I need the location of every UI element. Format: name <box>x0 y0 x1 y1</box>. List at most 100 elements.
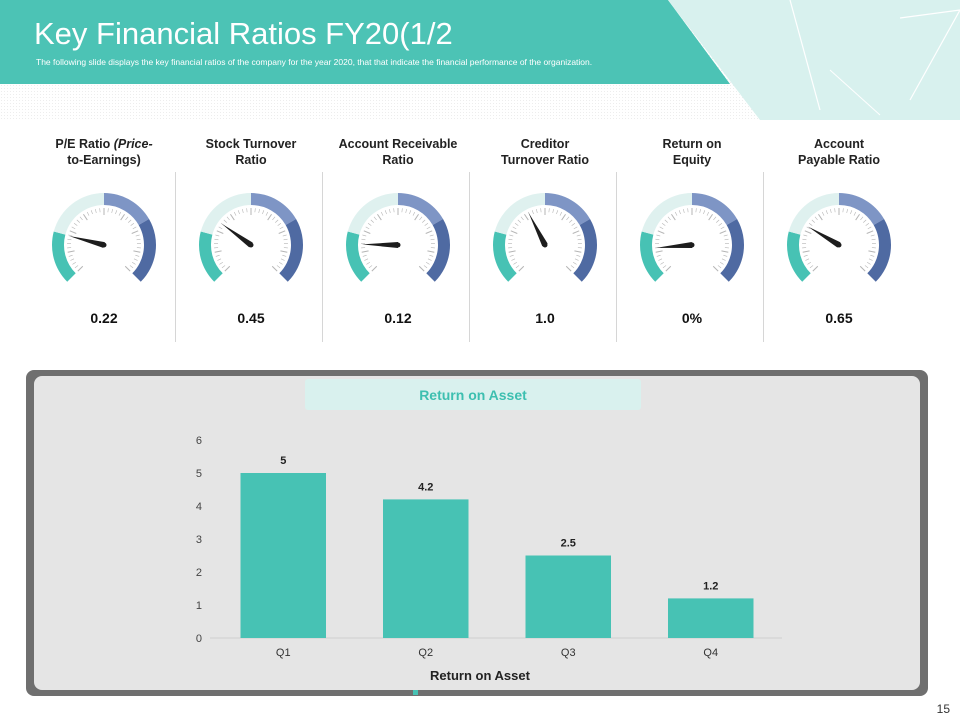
gauge-tick <box>870 234 875 237</box>
header-background <box>0 0 960 120</box>
gauges-row: P/E Ratio (Price-to-Earnings) 0.22 Stock T… <box>30 130 920 345</box>
gauge-label: Creditor Turnover Ratio <box>471 136 619 168</box>
gauge-tick <box>850 210 853 215</box>
gauge-tick <box>561 213 566 221</box>
gauge-tick <box>802 238 807 241</box>
gauge-divider <box>763 172 764 342</box>
gauge-label-line1: Creditor <box>520 137 570 151</box>
gauge-tick <box>68 234 73 237</box>
gauge-tick <box>572 261 577 265</box>
gauge-tick <box>864 265 869 269</box>
gauge-tick <box>802 250 810 253</box>
gauge-hub <box>542 242 548 248</box>
gauge-tick <box>510 230 518 234</box>
gauge-segment-high <box>692 193 738 225</box>
gauge-tick <box>656 234 661 237</box>
gauge-tick <box>571 223 576 226</box>
gauge-value: 0.65 <box>825 310 853 326</box>
gauge-needle <box>69 236 105 248</box>
gauge-tick <box>242 208 244 213</box>
gauge-tick <box>821 211 825 216</box>
gauge-needle <box>221 223 253 248</box>
gauge-tick <box>866 230 874 234</box>
gauge-tick <box>657 230 665 234</box>
gauge-tick <box>508 238 513 241</box>
gauge-segment-max <box>573 219 597 282</box>
gauge-tick <box>661 223 666 226</box>
gauge-tick <box>517 219 521 223</box>
gauge-segment-low <box>787 231 811 282</box>
gauge-tick <box>262 210 265 215</box>
gauge-dial <box>346 193 450 282</box>
gauge-label-line2: Payable Ratio <box>798 153 880 167</box>
gauge-tick <box>412 211 416 216</box>
gauge-tick <box>721 250 729 253</box>
gauge-dial <box>493 193 597 282</box>
gauge-tick <box>361 238 366 241</box>
gauge-tick <box>278 261 283 265</box>
gauge-tick <box>367 223 372 226</box>
gauge-tick <box>808 223 813 226</box>
gauge-tick <box>665 265 672 272</box>
gauge-label-line1: Return on <box>662 137 722 151</box>
gauge-tick <box>258 208 260 213</box>
gauge-segment-high <box>251 193 297 225</box>
gauge-tick <box>426 226 431 230</box>
gauge-3: Account Receivable Ratio 0.12 <box>324 130 472 345</box>
gauge-tick <box>389 208 391 213</box>
gauge-tick <box>658 258 663 261</box>
gauge-tick <box>280 250 288 253</box>
gauge-label-line2: Ratio <box>235 153 267 167</box>
gauge-segment-low <box>52 231 76 282</box>
gauge-tick <box>576 234 581 237</box>
gauge-divider <box>175 172 176 342</box>
gauge-tick <box>69 230 77 234</box>
gauge-tick <box>868 250 876 253</box>
gauge-tick <box>277 223 282 226</box>
gauge-segment-high <box>545 193 591 225</box>
gauge-tick <box>125 216 129 221</box>
gauge-tick <box>83 213 88 221</box>
gauge-segment-mid <box>347 193 398 235</box>
gauge-tick <box>803 234 808 237</box>
gauge-5: Return on Equity 0% <box>618 130 766 345</box>
gauge-tick <box>272 216 276 221</box>
gauge-tick <box>719 261 724 265</box>
gauge-tick <box>804 230 812 234</box>
gauge-tick <box>279 226 284 230</box>
gauge-tick <box>368 265 373 269</box>
gauge-tick <box>111 208 113 213</box>
bar-q4 <box>668 598 754 638</box>
gauge-tick <box>230 213 235 221</box>
gauge-divider <box>616 172 617 342</box>
gauge-tick <box>524 213 529 221</box>
gauge-tick <box>511 258 516 261</box>
gauge-tick <box>218 226 223 230</box>
gauge-tick <box>853 211 857 216</box>
gauge-tick <box>425 230 433 234</box>
gauge-tick <box>803 254 808 257</box>
gauge-tick <box>514 223 519 226</box>
gauge-label-line1: Account Receivable <box>338 137 458 151</box>
gauge-tick <box>405 208 407 213</box>
gauge-tick <box>215 254 220 257</box>
gauge-tick <box>825 210 828 215</box>
gauge-tick <box>870 254 875 257</box>
gauge-tick <box>362 234 367 237</box>
gauge-tick <box>136 238 141 241</box>
gauge-tick <box>267 213 272 221</box>
gauge-tick <box>275 219 279 223</box>
gauge-tick <box>655 238 660 241</box>
bar-data-label: 4.2 <box>418 481 433 493</box>
gauge-tick <box>423 265 428 269</box>
gauge-tick <box>830 208 832 213</box>
gauge-tick <box>414 213 419 221</box>
gauge-segment-low <box>640 231 664 282</box>
gauge-segment-max <box>279 219 303 282</box>
gauge-tick <box>72 261 77 265</box>
gauge-tick <box>855 213 860 221</box>
gauge-tick <box>79 216 83 221</box>
gauge-tick <box>860 216 864 221</box>
gauge-tick <box>224 265 231 272</box>
gauge-tick <box>90 210 93 215</box>
